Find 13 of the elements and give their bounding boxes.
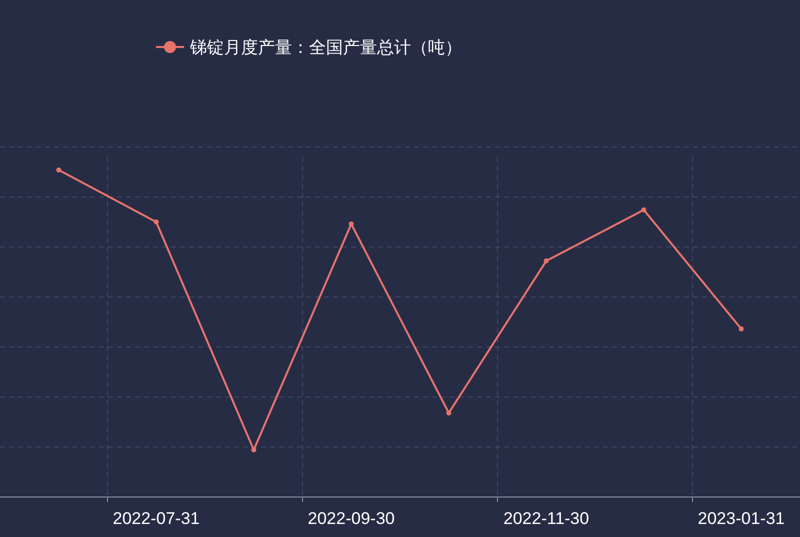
point xyxy=(446,410,452,416)
point xyxy=(251,447,256,452)
x-tick-label: 2022-07-31 xyxy=(112,509,200,528)
x-tick-label: 2022-09-30 xyxy=(308,509,395,528)
point xyxy=(544,258,549,264)
x-tick-label: 2023-01-31 xyxy=(698,509,785,528)
point xyxy=(154,219,159,224)
point xyxy=(348,221,354,226)
x-tick-label: 2022-11-30 xyxy=(503,509,590,528)
point xyxy=(738,326,744,332)
point xyxy=(641,207,646,212)
point xyxy=(56,168,62,172)
legend-label: 锑锭月度产量：全国产量总计（吨） xyxy=(189,38,462,58)
